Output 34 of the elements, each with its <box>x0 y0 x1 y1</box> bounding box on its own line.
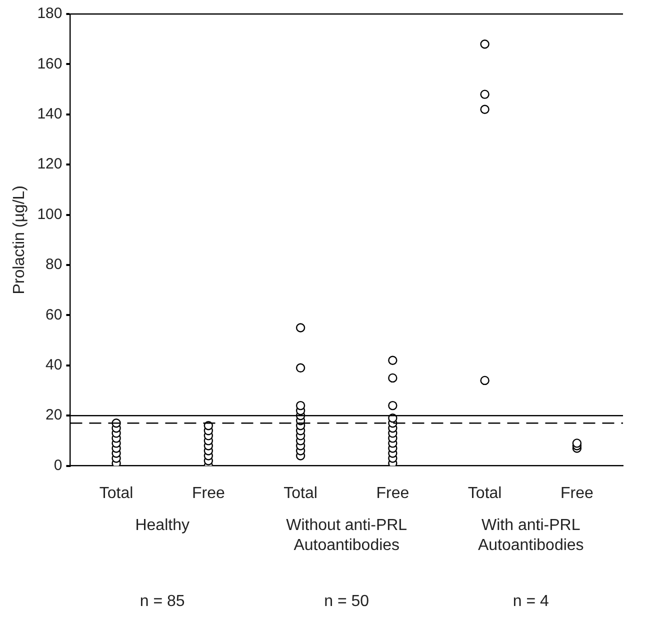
y-tick-label: 120 <box>37 156 62 173</box>
y-tick-label: 100 <box>37 206 62 223</box>
text: n = 4 <box>512 593 549 610</box>
y-tick-label: 160 <box>37 55 62 72</box>
point <box>480 40 490 49</box>
point <box>480 90 490 99</box>
text: n = 50 <box>324 593 370 610</box>
y-tick-label: 140 <box>37 106 62 123</box>
point <box>572 438 582 448</box>
x-tick-label: Free <box>376 484 410 502</box>
x-tick-label: Total <box>99 484 134 502</box>
y-tick-label: 40 <box>46 356 62 374</box>
point <box>388 400 398 410</box>
x-tick-label: Total <box>284 484 318 502</box>
point <box>388 373 398 383</box>
x-tick-label: Free <box>192 484 225 502</box>
point <box>480 104 490 114</box>
y-tick-label: 180 <box>37 5 62 22</box>
point <box>296 363 306 373</box>
text: Healthy <box>135 517 190 534</box>
text: n = 85 <box>140 593 185 610</box>
y-tick-label: 0 <box>54 456 62 474</box>
y-tick-label: 20 <box>46 406 62 424</box>
text: With anti-PRL Autoantibodies <box>478 517 584 554</box>
x-tick-label: Total <box>468 484 502 502</box>
x-tick-label: Free <box>560 484 594 502</box>
y-tick-label: 80 <box>46 256 62 274</box>
y-tick-label: 60 <box>46 306 62 324</box>
point <box>296 400 306 410</box>
point <box>480 376 490 386</box>
y-axis-title: Prolactin (µg/L) <box>11 185 28 294</box>
text: Without anti-PRL Autoantibodies <box>286 517 408 554</box>
point <box>296 323 306 332</box>
point <box>388 356 398 365</box>
